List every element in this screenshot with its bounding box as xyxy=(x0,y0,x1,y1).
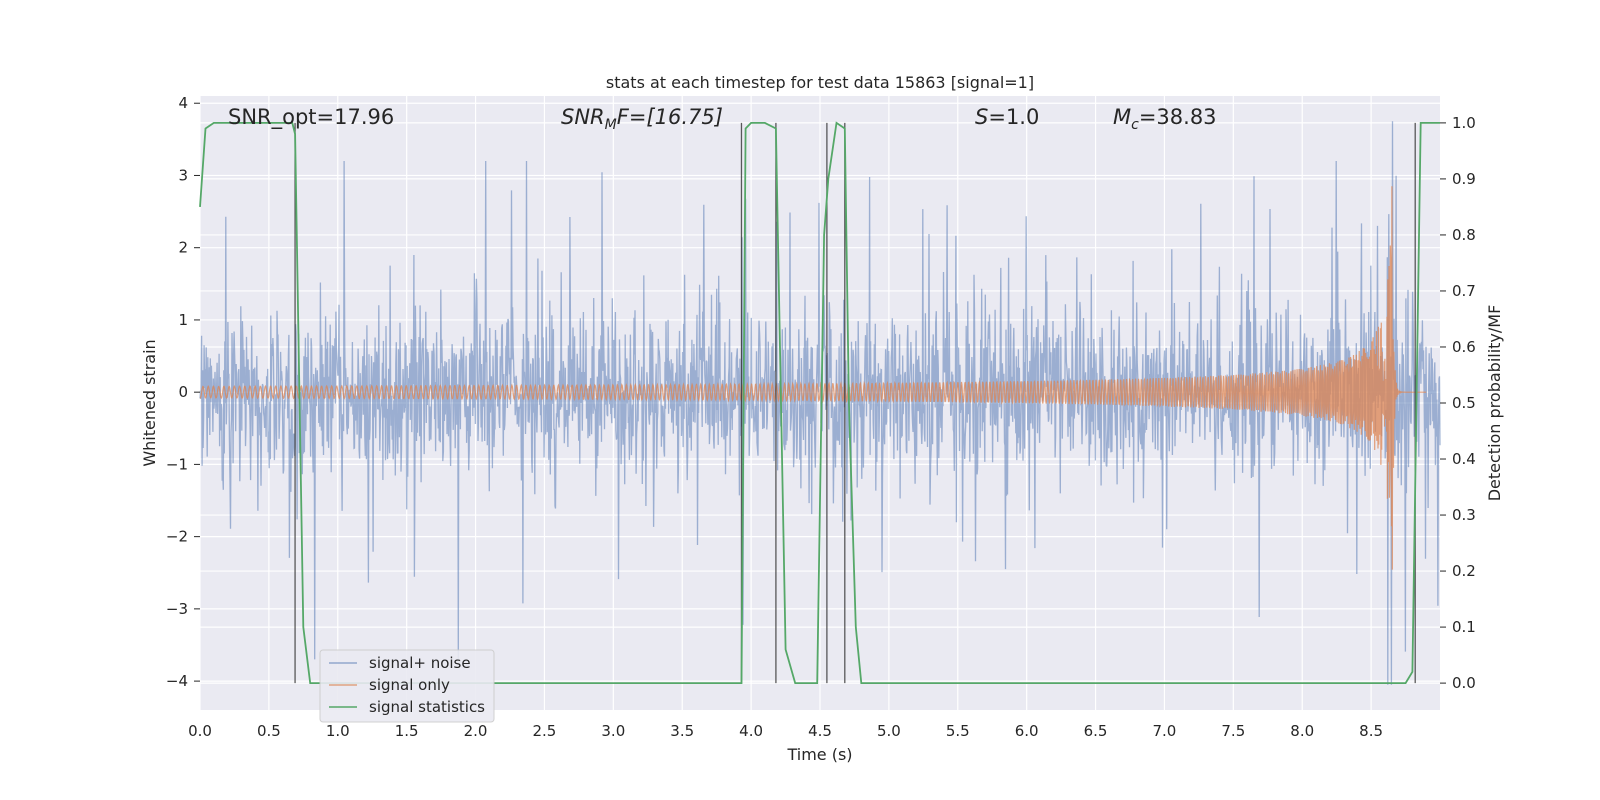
x-tick-label: 0.0 xyxy=(188,722,212,740)
x-tick-label: 4.0 xyxy=(739,722,763,740)
x-tick-label: 6.5 xyxy=(1084,722,1108,740)
x-axis-label: Time (s) xyxy=(786,745,852,764)
annotation-snr-mf-rest: F=[16.75] xyxy=(617,105,723,129)
x-tick-label: 3.5 xyxy=(670,722,694,740)
annotation-mc: Mc=38.83 xyxy=(1113,105,1217,133)
y-tick-label: 3 xyxy=(178,166,188,184)
y2-axis-ticks: 0.0 0.1 0.2 0.3 0.4 0.5 0.6 0.7 0.8 0.9 1.0 xyxy=(1440,114,1476,692)
y2-tick-label: 0.8 xyxy=(1452,226,1476,244)
legend-label-signal-only: signal only xyxy=(369,676,450,694)
y-tick-label: 0 xyxy=(178,383,188,401)
x-tick-label: 0.5 xyxy=(257,722,281,740)
annotation-mc-rest: =38.83 xyxy=(1139,105,1217,129)
x-tick-label: 7.5 xyxy=(1221,722,1245,740)
y-tick-label: 2 xyxy=(178,239,188,257)
x-tick-label: 5.0 xyxy=(877,722,901,740)
x-tick-label: 2.5 xyxy=(533,722,557,740)
y-tick-label: −4 xyxy=(166,672,188,690)
y2-tick-label: 0.1 xyxy=(1452,618,1476,636)
legend: signal+ noise signal only signal statist… xyxy=(319,649,495,723)
legend-box xyxy=(319,649,495,723)
annotation-snr-mf-base: SNR xyxy=(561,105,605,129)
y2-axis-label: Detection probability/MF xyxy=(1485,305,1504,502)
x-tick-label: 3.0 xyxy=(601,722,625,740)
y2-tick-label: 0.3 xyxy=(1452,506,1476,524)
x-tick-label: 1.5 xyxy=(395,722,419,740)
series-signal-statistics xyxy=(199,121,1440,684)
annotation-mc-main: M xyxy=(1113,105,1131,129)
y-tick-label: −2 xyxy=(166,528,188,546)
legend-label-signal-statistics: signal statistics xyxy=(369,698,485,716)
y-tick-label: 1 xyxy=(178,311,188,329)
x-tick-label: 1.0 xyxy=(326,722,350,740)
annotation-mc-sub: c xyxy=(1131,117,1139,133)
chart-title: stats at each timestep for test data 158… xyxy=(606,73,1034,92)
y2-tick-label: 0.2 xyxy=(1452,562,1476,580)
y-axis-label: Whitened strain xyxy=(140,339,159,466)
x-tick-label: 7.0 xyxy=(1153,722,1177,740)
series-signal-only xyxy=(199,186,1427,570)
y2-tick-label: 0.9 xyxy=(1452,170,1476,188)
y2-tick-label: 0.0 xyxy=(1452,674,1476,692)
annotation-s-main: S xyxy=(975,105,988,129)
y-tick-label: −3 xyxy=(166,600,188,618)
legend-label-signal-noise: signal+ noise xyxy=(369,654,471,672)
x-axis-ticks: 0.0 0.5 1.0 1.5 2.0 2.5 3.0 3.5 4.0 4.5 5.0 5.5 6.0 6… xyxy=(188,722,1383,740)
y-tick-label: −1 xyxy=(166,455,188,473)
y-axis-ticks: −4 −3 −2 −1 0 1 2 3 4 xyxy=(166,94,200,690)
x-tick-label: 5.5 xyxy=(946,722,970,740)
signal-statistics-line xyxy=(199,121,1440,684)
y2-tick-label: 0.4 xyxy=(1452,450,1476,468)
y2-tick-label: 0.5 xyxy=(1452,394,1476,412)
signal-only-line xyxy=(199,186,1427,570)
x-tick-label: 2.0 xyxy=(464,722,488,740)
y2-tick-label: 1.0 xyxy=(1452,114,1476,132)
annotation-s-rest: =1.0 xyxy=(988,105,1039,129)
y-tick-label: 4 xyxy=(178,94,188,112)
annotation-snr-mf: SNRMF=[16.75] xyxy=(561,105,723,133)
x-tick-label: 6.0 xyxy=(1015,722,1039,740)
x-tick-label: 8.0 xyxy=(1290,722,1314,740)
x-tick-label: 4.5 xyxy=(808,722,832,740)
annotation-s: S=1.0 xyxy=(975,105,1039,129)
x-tick-label: 8.5 xyxy=(1359,722,1383,740)
y2-tick-label: 0.7 xyxy=(1452,282,1476,300)
annotation-snr-opt: SNR_opt=17.96 xyxy=(228,105,394,130)
annotation-snr-mf-sub: M xyxy=(605,117,617,133)
y2-tick-label: 0.6 xyxy=(1452,338,1476,356)
